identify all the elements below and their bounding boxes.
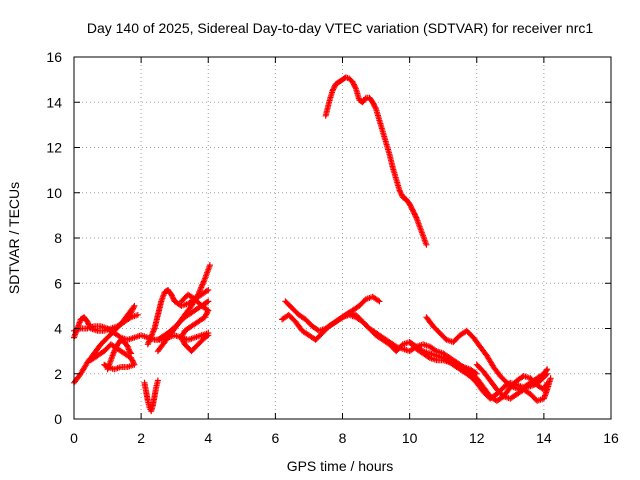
y-tick-label: 14 xyxy=(46,94,62,110)
y-tick-label: 4 xyxy=(54,321,62,337)
chart-title: Day 140 of 2025, Sidereal Day-to-day VTE… xyxy=(87,20,593,36)
grid-lines xyxy=(74,57,611,419)
x-tick-label: 14 xyxy=(536,430,552,446)
x-tick-label: 0 xyxy=(70,430,78,446)
x-tick-label: 4 xyxy=(204,430,212,446)
y-tick-label: 0 xyxy=(54,411,62,427)
data-points xyxy=(322,74,430,248)
y-axis-label: SDTVAR / TECUs xyxy=(6,182,22,294)
data-points xyxy=(87,341,138,373)
y-tick-label: 8 xyxy=(54,230,62,246)
x-tick-label: 10 xyxy=(402,430,418,446)
x-tick-label: 8 xyxy=(339,430,347,446)
y-tick-label: 12 xyxy=(46,140,62,156)
x-axis-label: GPS time / hours xyxy=(287,458,394,474)
data-series xyxy=(71,74,554,415)
data-points xyxy=(473,361,554,404)
y-axis-ticks: 0 2 4 6 8 10 12 14 16 xyxy=(46,49,611,427)
x-axis-ticks: 0 2 4 6 8 10 12 14 16 xyxy=(70,57,619,446)
y-tick-label: 16 xyxy=(46,49,62,65)
series-s15 xyxy=(406,339,551,404)
x-tick-label: 12 xyxy=(469,430,485,446)
series-s4 xyxy=(87,341,138,373)
data-points xyxy=(406,339,551,404)
x-tick-label: 6 xyxy=(271,430,279,446)
x-tick-label: 16 xyxy=(603,430,619,446)
series-s17 xyxy=(322,74,430,248)
y-tick-label: 2 xyxy=(54,366,62,382)
series-s10 xyxy=(154,298,212,343)
series-s6 xyxy=(141,377,161,415)
data-points xyxy=(141,377,161,415)
y-tick-label: 10 xyxy=(46,185,62,201)
x-tick-label: 2 xyxy=(137,430,145,446)
data-points xyxy=(104,336,135,373)
series-s5 xyxy=(104,336,135,373)
series-s14 xyxy=(423,314,551,393)
data-points xyxy=(154,298,212,343)
data-points xyxy=(423,314,551,393)
y-tick-label: 6 xyxy=(54,275,62,291)
series-s16 xyxy=(473,361,554,404)
